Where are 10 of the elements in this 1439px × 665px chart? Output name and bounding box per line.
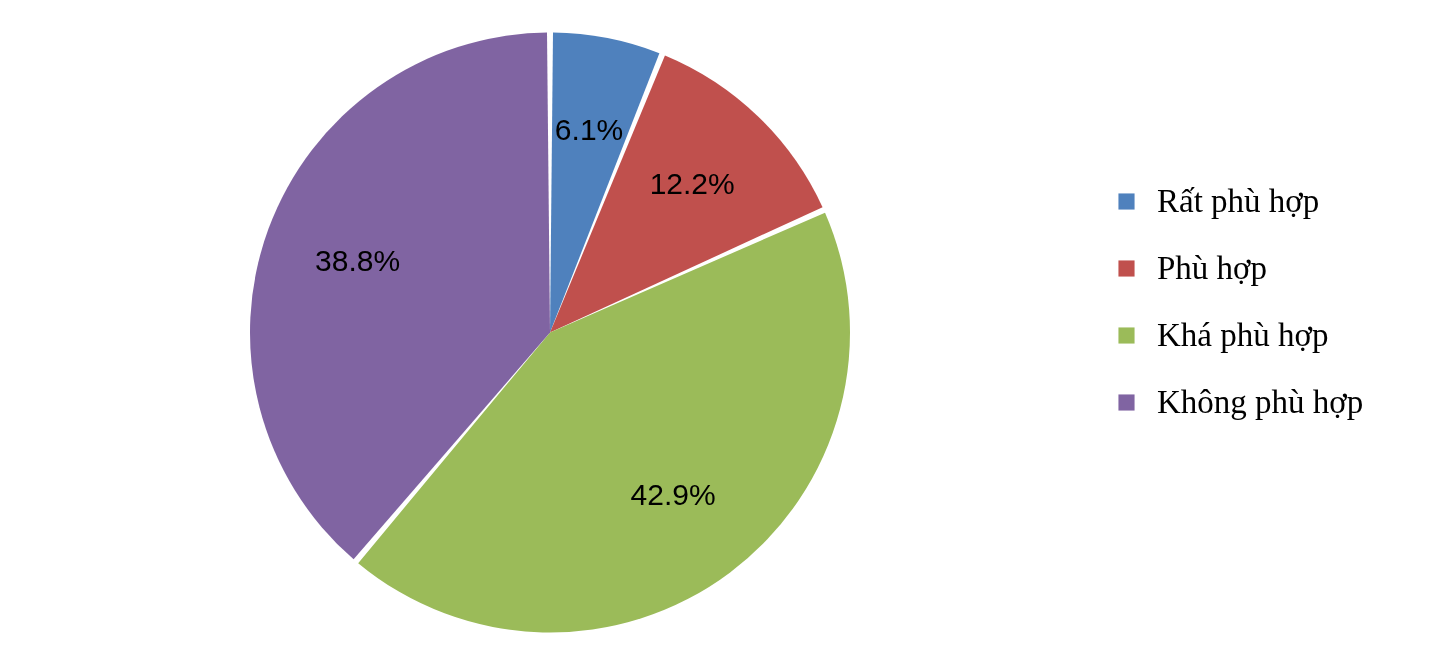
pie-slice <box>250 32 550 560</box>
legend-label: Rất phù hợp <box>1157 182 1320 219</box>
data-label: 42.9% <box>630 478 716 512</box>
data-label: 38.8% <box>315 243 401 277</box>
data-label: 6.1% <box>554 113 624 147</box>
pie-slice <box>550 55 823 333</box>
data-label: 12.2% <box>649 166 735 200</box>
legend-label: Không phù hợp <box>1157 383 1364 420</box>
legend-label: Khá phù hợp <box>1157 316 1329 353</box>
legend-label: Phù hợp <box>1157 249 1268 286</box>
